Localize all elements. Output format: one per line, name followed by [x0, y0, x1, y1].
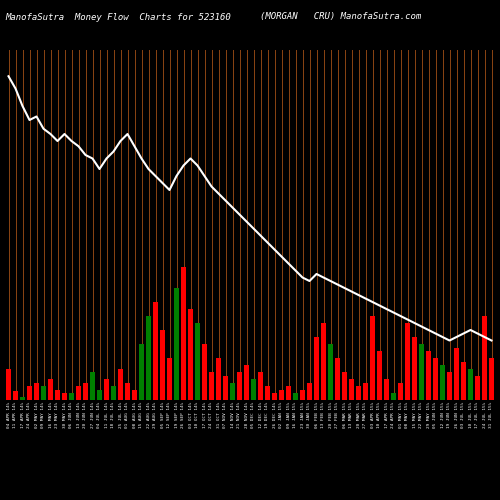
- Bar: [202, 344, 207, 400]
- Bar: [83, 382, 88, 400]
- Bar: [244, 365, 249, 400]
- Bar: [139, 344, 144, 400]
- Bar: [412, 337, 417, 400]
- Bar: [34, 382, 39, 400]
- Bar: [223, 376, 228, 400]
- Bar: [370, 316, 375, 400]
- Bar: [258, 372, 263, 400]
- Bar: [6, 368, 11, 400]
- Bar: [160, 330, 165, 400]
- Bar: [118, 368, 123, 400]
- Bar: [454, 348, 459, 400]
- Bar: [209, 372, 214, 400]
- Bar: [167, 358, 172, 400]
- Bar: [328, 344, 333, 400]
- Bar: [146, 316, 151, 400]
- Bar: [342, 372, 347, 400]
- Bar: [13, 391, 18, 400]
- Bar: [48, 379, 53, 400]
- Bar: [90, 372, 95, 400]
- Bar: [216, 358, 221, 400]
- Bar: [27, 386, 32, 400]
- Bar: [237, 372, 242, 400]
- Bar: [132, 390, 137, 400]
- Bar: [475, 376, 480, 400]
- Bar: [321, 323, 326, 400]
- Bar: [195, 323, 200, 400]
- Bar: [125, 382, 130, 400]
- Bar: [440, 365, 445, 400]
- Bar: [251, 379, 256, 400]
- Bar: [111, 386, 116, 400]
- Bar: [335, 358, 340, 400]
- Bar: [55, 390, 60, 400]
- Bar: [69, 393, 74, 400]
- Bar: [62, 393, 67, 400]
- Bar: [272, 393, 277, 400]
- Bar: [293, 393, 298, 400]
- Bar: [104, 379, 109, 400]
- Bar: [447, 372, 452, 400]
- Bar: [307, 382, 312, 400]
- Bar: [356, 386, 361, 400]
- Bar: [377, 351, 382, 400]
- Bar: [20, 396, 25, 400]
- Bar: [76, 386, 81, 400]
- Bar: [482, 316, 487, 400]
- Bar: [419, 344, 424, 400]
- Bar: [489, 358, 494, 400]
- Bar: [230, 382, 235, 400]
- Bar: [468, 368, 473, 400]
- Bar: [314, 337, 319, 400]
- Bar: [461, 362, 466, 400]
- Text: (MORGAN   CRU) ManofaSutra.com: (MORGAN CRU) ManofaSutra.com: [260, 12, 421, 22]
- Bar: [286, 386, 291, 400]
- Bar: [279, 390, 284, 400]
- Bar: [265, 386, 270, 400]
- Bar: [391, 393, 396, 400]
- Bar: [97, 390, 102, 400]
- Bar: [153, 302, 158, 400]
- Bar: [363, 382, 368, 400]
- Bar: [174, 288, 179, 400]
- Bar: [384, 379, 389, 400]
- Bar: [405, 323, 410, 400]
- Bar: [398, 382, 403, 400]
- Text: ManofaSutra  Money Flow  Charts for 523160: ManofaSutra Money Flow Charts for 523160: [5, 12, 231, 22]
- Bar: [181, 267, 186, 400]
- Bar: [433, 358, 438, 400]
- Bar: [426, 351, 431, 400]
- Bar: [188, 309, 193, 400]
- Bar: [300, 390, 305, 400]
- Bar: [41, 386, 46, 400]
- Bar: [349, 379, 354, 400]
